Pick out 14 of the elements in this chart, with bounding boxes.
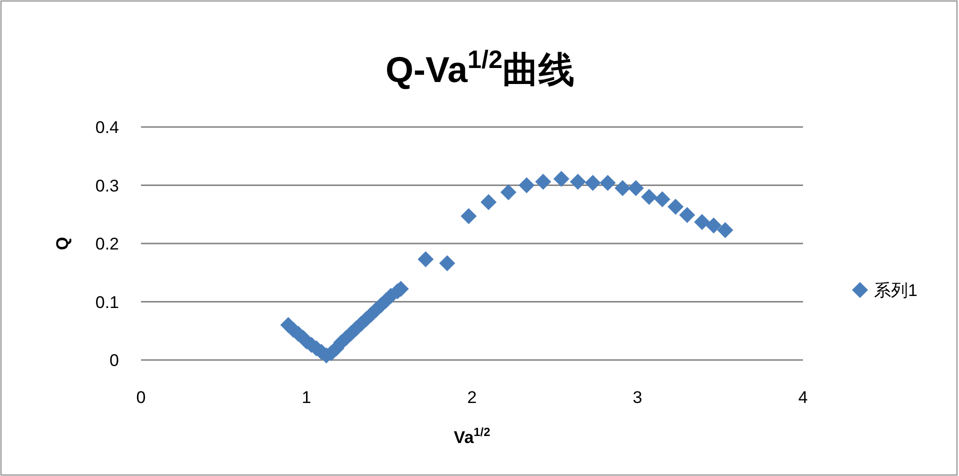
x-tick-label: 4 xyxy=(798,388,808,407)
y-axis-title: Q xyxy=(53,236,72,250)
x-tick-label: 1 xyxy=(302,388,312,407)
y-tick-label: 0 xyxy=(110,351,119,370)
x-axis-title: Va$^{1/2}$ xyxy=(454,425,491,447)
x-tick-label: 3 xyxy=(632,388,642,407)
y-tick-label: 0.2 xyxy=(95,234,119,254)
y-tick-label: 0.1 xyxy=(95,292,119,312)
y-tick-label: 0.3 xyxy=(95,176,119,196)
x-tick-label: 2 xyxy=(467,388,477,407)
y-tick-label: 0.4 xyxy=(95,118,119,137)
x-tick-label: 0 xyxy=(136,388,146,407)
chart-title: Q-Va$^{1/2}$曲线 xyxy=(385,46,575,90)
legend-label: 系列1 xyxy=(874,281,918,300)
